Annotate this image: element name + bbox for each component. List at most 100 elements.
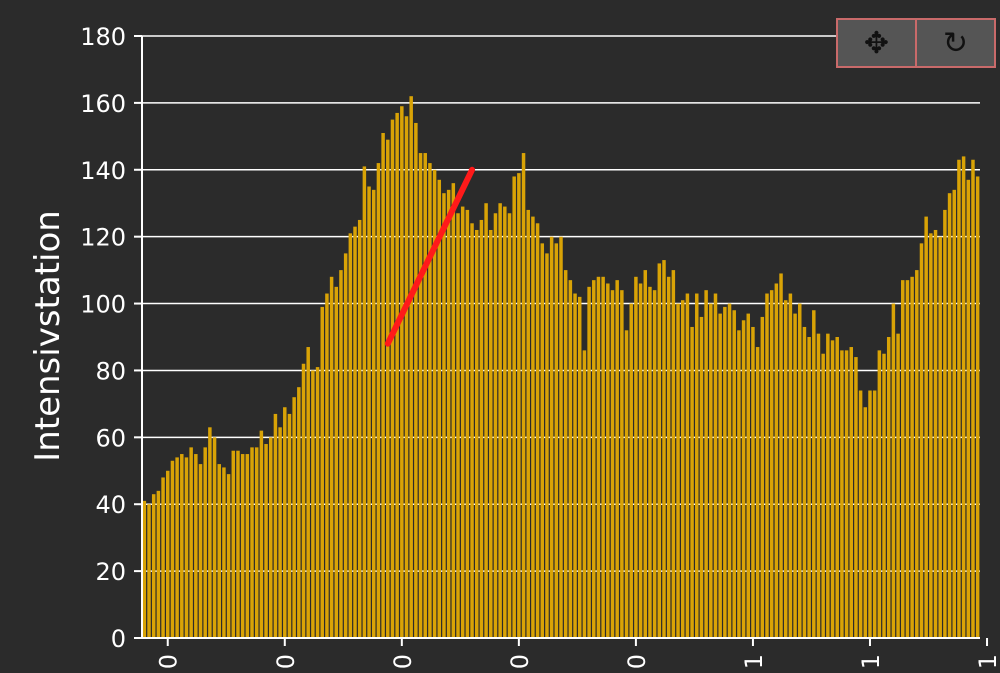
bar	[446, 189, 451, 638]
bar	[273, 413, 278, 638]
bar	[929, 233, 933, 639]
bar	[166, 470, 170, 638]
x-tick-label: 1	[974, 654, 1000, 669]
bar	[774, 283, 779, 638]
bar	[311, 370, 315, 638]
bar	[554, 243, 559, 638]
bar	[231, 450, 236, 638]
bar	[334, 286, 339, 638]
bar	[568, 280, 573, 638]
bar	[582, 350, 587, 638]
bar	[371, 189, 376, 638]
bar	[353, 226, 357, 638]
bar	[830, 340, 835, 638]
bar	[278, 427, 282, 638]
bar	[886, 337, 891, 638]
bar	[203, 447, 207, 638]
bar	[545, 253, 549, 638]
bar	[704, 290, 708, 638]
bar	[587, 286, 591, 638]
bar	[606, 283, 610, 638]
pan-arrows-icon: ✥	[863, 25, 890, 61]
bar	[376, 163, 381, 639]
bar	[493, 213, 498, 638]
bar	[180, 454, 184, 638]
bar	[390, 119, 395, 639]
bar	[966, 179, 971, 639]
bar	[858, 390, 863, 638]
bar	[189, 447, 193, 638]
bar	[563, 270, 568, 638]
y-tick-label: 40	[95, 491, 126, 519]
bar	[343, 253, 348, 638]
bar	[652, 290, 657, 638]
x-tick-label: 0	[155, 654, 183, 669]
bar	[924, 216, 928, 638]
y-tick-label: 180	[80, 23, 126, 51]
bar	[325, 293, 329, 638]
bar	[250, 447, 254, 638]
bar	[287, 413, 292, 638]
bar	[877, 350, 882, 638]
y-tick-label: 160	[80, 90, 126, 118]
bar	[577, 296, 582, 638]
bar	[933, 229, 938, 638]
x-tick-label: 0	[389, 654, 417, 669]
bar	[517, 173, 521, 638]
bar	[208, 427, 212, 638]
bar	[718, 313, 722, 638]
bar	[947, 193, 952, 638]
bar	[414, 122, 418, 638]
bar	[348, 233, 353, 639]
bar	[849, 347, 853, 638]
bar	[685, 293, 690, 638]
bar	[657, 263, 662, 638]
reset-button[interactable]: ↻	[915, 20, 994, 66]
bar	[259, 430, 264, 638]
bar	[381, 132, 385, 638]
bar	[489, 229, 493, 638]
bar	[592, 280, 596, 638]
bar	[676, 303, 680, 638]
bar	[409, 96, 413, 638]
bar	[357, 219, 362, 638]
bar	[737, 330, 741, 638]
bar	[769, 290, 774, 638]
bar	[746, 313, 751, 638]
y-tick-label: 60	[95, 424, 126, 452]
bar	[465, 209, 470, 638]
x-tick-label: 0	[506, 654, 534, 669]
bar	[732, 310, 736, 638]
bar	[161, 477, 165, 638]
bar	[868, 390, 872, 638]
bar	[788, 293, 793, 638]
x-tick-label: 1	[740, 654, 768, 669]
bar	[142, 500, 147, 638]
bar	[760, 316, 765, 638]
trend-line	[384, 166, 476, 347]
y-tick-label: 20	[95, 558, 126, 586]
bar	[540, 243, 545, 638]
pan-button[interactable]: ✥	[838, 20, 915, 66]
bar	[226, 474, 231, 638]
bar	[339, 270, 343, 638]
bar	[844, 350, 849, 638]
bar	[507, 213, 512, 638]
bar	[400, 106, 404, 638]
bar	[643, 270, 648, 638]
bar	[156, 490, 161, 638]
bar	[521, 153, 526, 639]
bar	[512, 176, 516, 638]
bar	[442, 193, 446, 638]
bar	[882, 353, 886, 638]
bar	[779, 273, 783, 638]
bar	[690, 326, 694, 638]
bar	[320, 306, 324, 638]
y-tick-label: 120	[80, 224, 126, 252]
bar	[741, 320, 746, 638]
bar	[212, 437, 217, 638]
bar	[456, 213, 460, 638]
bar	[395, 112, 399, 638]
bar	[901, 280, 905, 638]
bar	[264, 444, 268, 638]
